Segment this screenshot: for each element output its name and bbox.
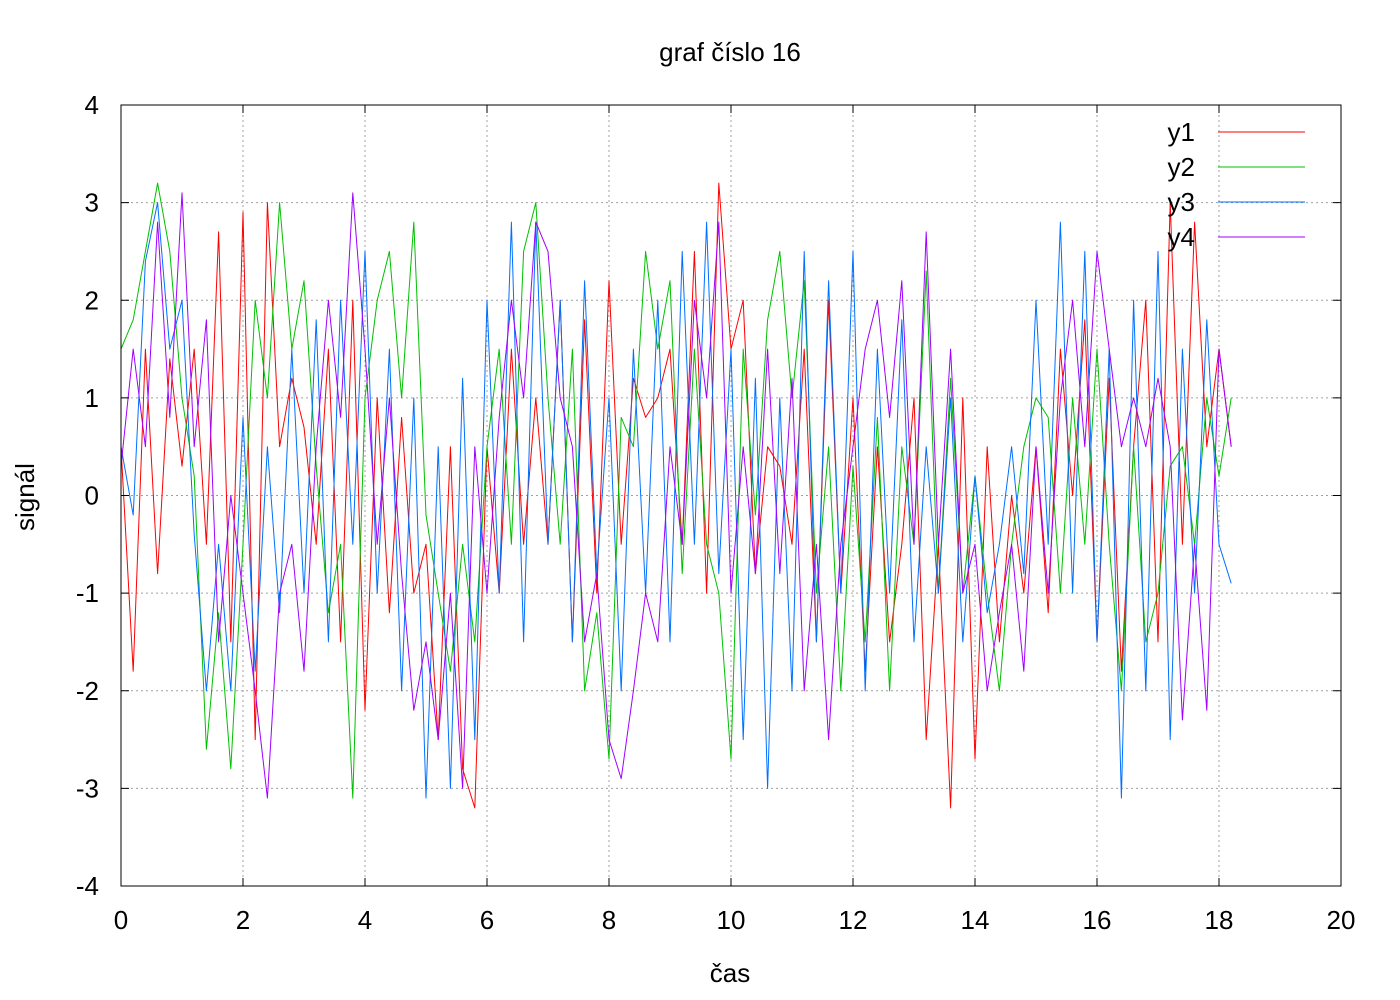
- y-tick-label: 1: [85, 383, 99, 413]
- y-tick-label: -4: [76, 871, 99, 901]
- x-tick-label: 20: [1327, 905, 1356, 935]
- y-tick-label: 4: [85, 90, 99, 120]
- x-tick-label: 16: [1083, 905, 1112, 935]
- chart-title: graf číslo 16: [659, 37, 801, 67]
- legend: y1 y2 y3 y4: [1168, 117, 1305, 252]
- series-layer: [120, 182, 1232, 809]
- x-axis-title: čas: [710, 958, 750, 988]
- series-line-y3: [120, 202, 1232, 799]
- y-tick-label: -2: [76, 676, 99, 706]
- series-line-y2: [120, 182, 1232, 799]
- x-tick-label: 2: [236, 905, 250, 935]
- x-tick-label: 18: [1205, 905, 1234, 935]
- legend-label-y3: y3: [1168, 187, 1195, 217]
- x-tick-label: 6: [480, 905, 494, 935]
- legend-label-y4: y4: [1168, 222, 1195, 252]
- y-tick-label: 3: [85, 188, 99, 218]
- x-tick-label: 0: [114, 905, 128, 935]
- y-axis-title: signál: [10, 463, 40, 531]
- legend-label-y2: y2: [1168, 152, 1195, 182]
- y-tick-label: -3: [76, 773, 99, 803]
- legend-label-y1: y1: [1168, 117, 1195, 147]
- x-tick-label: 10: [717, 905, 746, 935]
- x-tick-label: 8: [602, 905, 616, 935]
- x-tick-label: 14: [961, 905, 990, 935]
- series-line-y4: [120, 192, 1232, 799]
- x-tick-label: 4: [358, 905, 372, 935]
- y-tick-label: 2: [85, 285, 99, 315]
- y-tick-label: -1: [76, 578, 99, 608]
- ticks: [120, 104, 1342, 887]
- x-tick-label: 12: [839, 905, 868, 935]
- y-tick-label: 0: [85, 481, 99, 511]
